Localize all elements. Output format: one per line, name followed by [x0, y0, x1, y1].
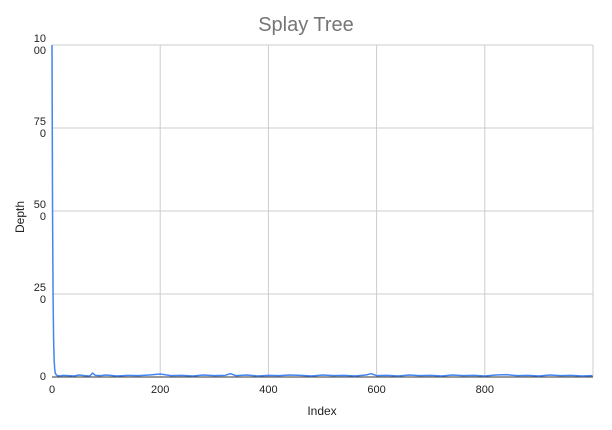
x-axis-label: Index: [307, 404, 337, 418]
x-tick-label: 800: [475, 384, 494, 396]
y-tick-label: 25 0: [33, 282, 46, 306]
x-tick-label: 400: [259, 384, 278, 396]
y-axis-label: Depth: [13, 200, 27, 234]
y-tick-label: 75 0: [33, 116, 46, 140]
x-tick-label: 0: [48, 384, 56, 396]
y-tick-label: 10 00: [33, 33, 46, 57]
x-tick-label: 600: [367, 384, 386, 396]
series-lines: [51, 44, 593, 377]
x-tick-label: 200: [151, 384, 170, 396]
y-tick-label: 50 0: [33, 199, 46, 223]
chart-title: Splay Tree: [258, 14, 354, 36]
y-tick-label: 0: [39, 371, 46, 383]
series-line: [51, 44, 593, 377]
gridlines: [52, 44, 594, 377]
